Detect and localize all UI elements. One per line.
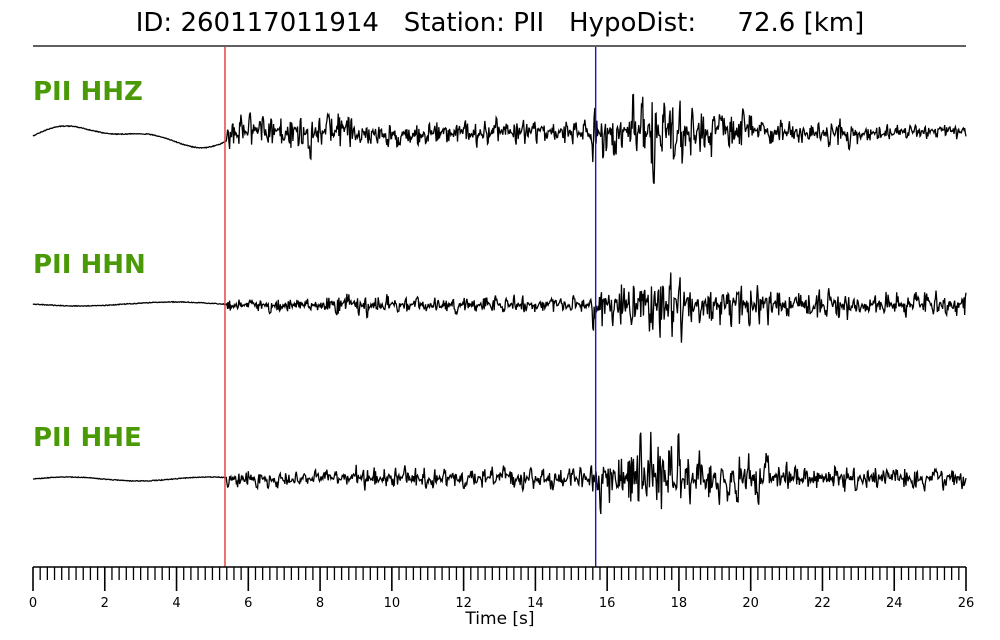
picks-group — [224, 47, 597, 567]
x-tick-label: 2 — [101, 596, 109, 611]
x-tick-label: 26 — [958, 596, 975, 611]
trace-label-hhz: PII HHZ — [33, 77, 143, 107]
trace-labels-group: PII HHZ PII HHN PII HHE — [33, 77, 146, 453]
trace-label-hhn: PII HHN — [33, 250, 146, 280]
traces-group — [32, 93, 967, 515]
page-title: ID: 260117011914 Station: PII HypoDist: … — [135, 8, 865, 38]
trace-waveform-hhz — [32, 93, 967, 185]
x-tick-label: 12 — [455, 596, 472, 611]
x-axis-label: Time [s] — [464, 609, 534, 629]
trace-waveform-hhn — [32, 272, 967, 343]
x-tick-label: 22 — [814, 596, 831, 611]
trace-label-hhe: PII HHE — [33, 423, 142, 453]
x-tick-label: 8 — [316, 596, 324, 611]
trace-waveform-hhe — [32, 431, 967, 515]
x-tick-label: 4 — [172, 596, 180, 611]
x-tick-label: 6 — [244, 596, 252, 611]
x-tick-label: 0 — [29, 596, 37, 611]
x-tick-label: 16 — [599, 596, 616, 611]
x-tick-label: 20 — [742, 596, 759, 611]
x-tick-label: 18 — [671, 596, 688, 611]
x-tick-label: 14 — [527, 596, 544, 611]
x-tick-label: 24 — [886, 596, 903, 611]
x-tick-label: 10 — [384, 596, 401, 611]
